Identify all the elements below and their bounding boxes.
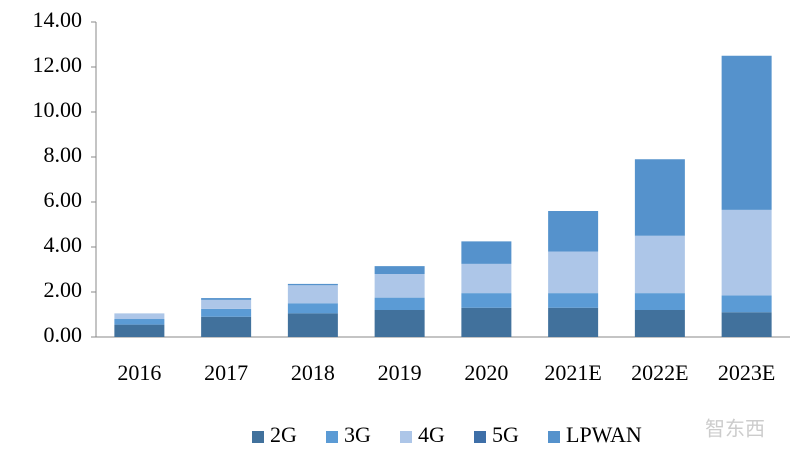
bar-segment <box>461 307 512 337</box>
bar-segment <box>287 303 338 314</box>
x-tick-label: 2020 <box>464 360 508 385</box>
legend-label: 4G <box>418 422 445 447</box>
y-tick-label: 2.00 <box>44 277 83 302</box>
y-tick-label: 14.00 <box>33 7 83 32</box>
bar-segment <box>287 283 338 286</box>
bar-segment <box>114 313 165 319</box>
bar-segment <box>634 235 685 294</box>
x-tick-label: 2021E <box>544 360 601 385</box>
x-tick-label: 2019 <box>378 360 422 385</box>
legend-swatch <box>548 431 560 443</box>
legend-label: 2G <box>270 422 297 447</box>
watermark: 智东西 <box>705 417 765 441</box>
bar-segment <box>548 251 599 294</box>
bar-segment <box>548 307 599 337</box>
bar-segment <box>548 211 599 252</box>
x-tick-label: 2023E <box>718 360 775 385</box>
bar-segment <box>721 295 772 313</box>
bar-segment <box>201 308 252 317</box>
bar-segment <box>634 310 685 337</box>
bar-segment <box>374 274 425 298</box>
bar-segment <box>721 55 772 210</box>
legend-swatch <box>252 431 264 443</box>
bar-segment <box>374 310 425 337</box>
bar-segment <box>721 209 772 296</box>
x-tick-label: 2017 <box>204 360 248 385</box>
bar-segment <box>634 159 685 236</box>
y-tick-label: 8.00 <box>44 142 83 167</box>
bar-segment <box>374 266 425 274</box>
bar-segment <box>201 316 252 337</box>
bar-segment <box>461 263 512 294</box>
bar-segment <box>201 299 252 309</box>
bar-segment <box>114 324 165 337</box>
legend-label: 5G <box>492 422 519 447</box>
bar-segment <box>287 285 338 304</box>
bar-segment <box>461 241 512 264</box>
y-tick-label: 10.00 <box>33 97 83 122</box>
legend-swatch <box>400 431 412 443</box>
y-tick-label: 4.00 <box>44 232 83 257</box>
legend-swatch <box>326 431 338 443</box>
bar-segment <box>634 293 685 310</box>
bar-segment <box>548 293 599 308</box>
bar-segment <box>374 297 425 310</box>
bar-segment <box>201 298 252 300</box>
bar-segment <box>114 319 165 325</box>
x-tick-label: 2022E <box>631 360 688 385</box>
y-tick-label: 12.00 <box>33 52 83 77</box>
bar-segment <box>461 293 512 308</box>
y-tick-label: 0.00 <box>44 322 83 347</box>
bar-segment <box>721 312 772 337</box>
legend-label: 3G <box>344 422 371 447</box>
bar-segment <box>287 313 338 337</box>
x-tick-label: 2016 <box>117 360 161 385</box>
x-tick-label: 2018 <box>291 360 335 385</box>
y-tick-label: 6.00 <box>44 187 83 212</box>
legend-swatch <box>474 431 486 443</box>
legend-label: LPWAN <box>566 422 642 447</box>
